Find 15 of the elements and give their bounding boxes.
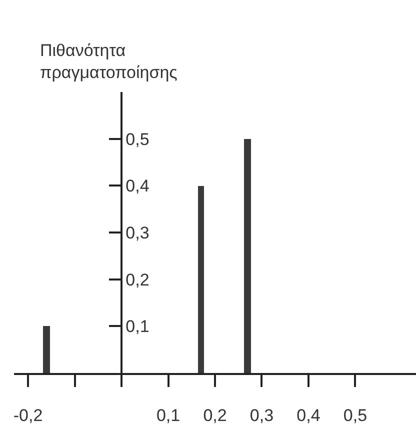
y-tick-label: 0,1 [126, 317, 150, 336]
y-tick-label: 0,3 [126, 223, 150, 242]
x-tick-label: 0,4 [296, 406, 320, 426]
x-tick-label: 0,1 [156, 406, 180, 426]
bar [198, 186, 204, 373]
y-axis-title: Πιθανότητα πραγματοποίησης [40, 41, 178, 82]
x-tick-label: 0,2 [203, 406, 227, 426]
y-tick-label: 0,2 [126, 270, 150, 290]
x-tick-label: 0,5 [343, 406, 368, 426]
bar [244, 139, 251, 373]
x-tick-label: 0,3 [250, 406, 274, 426]
x-tick-label: -0,2 [13, 406, 43, 426]
y-tick-label: 0,5 [126, 130, 150, 149]
bar [43, 326, 50, 373]
y-tick-label: 0,4 [126, 176, 150, 196]
